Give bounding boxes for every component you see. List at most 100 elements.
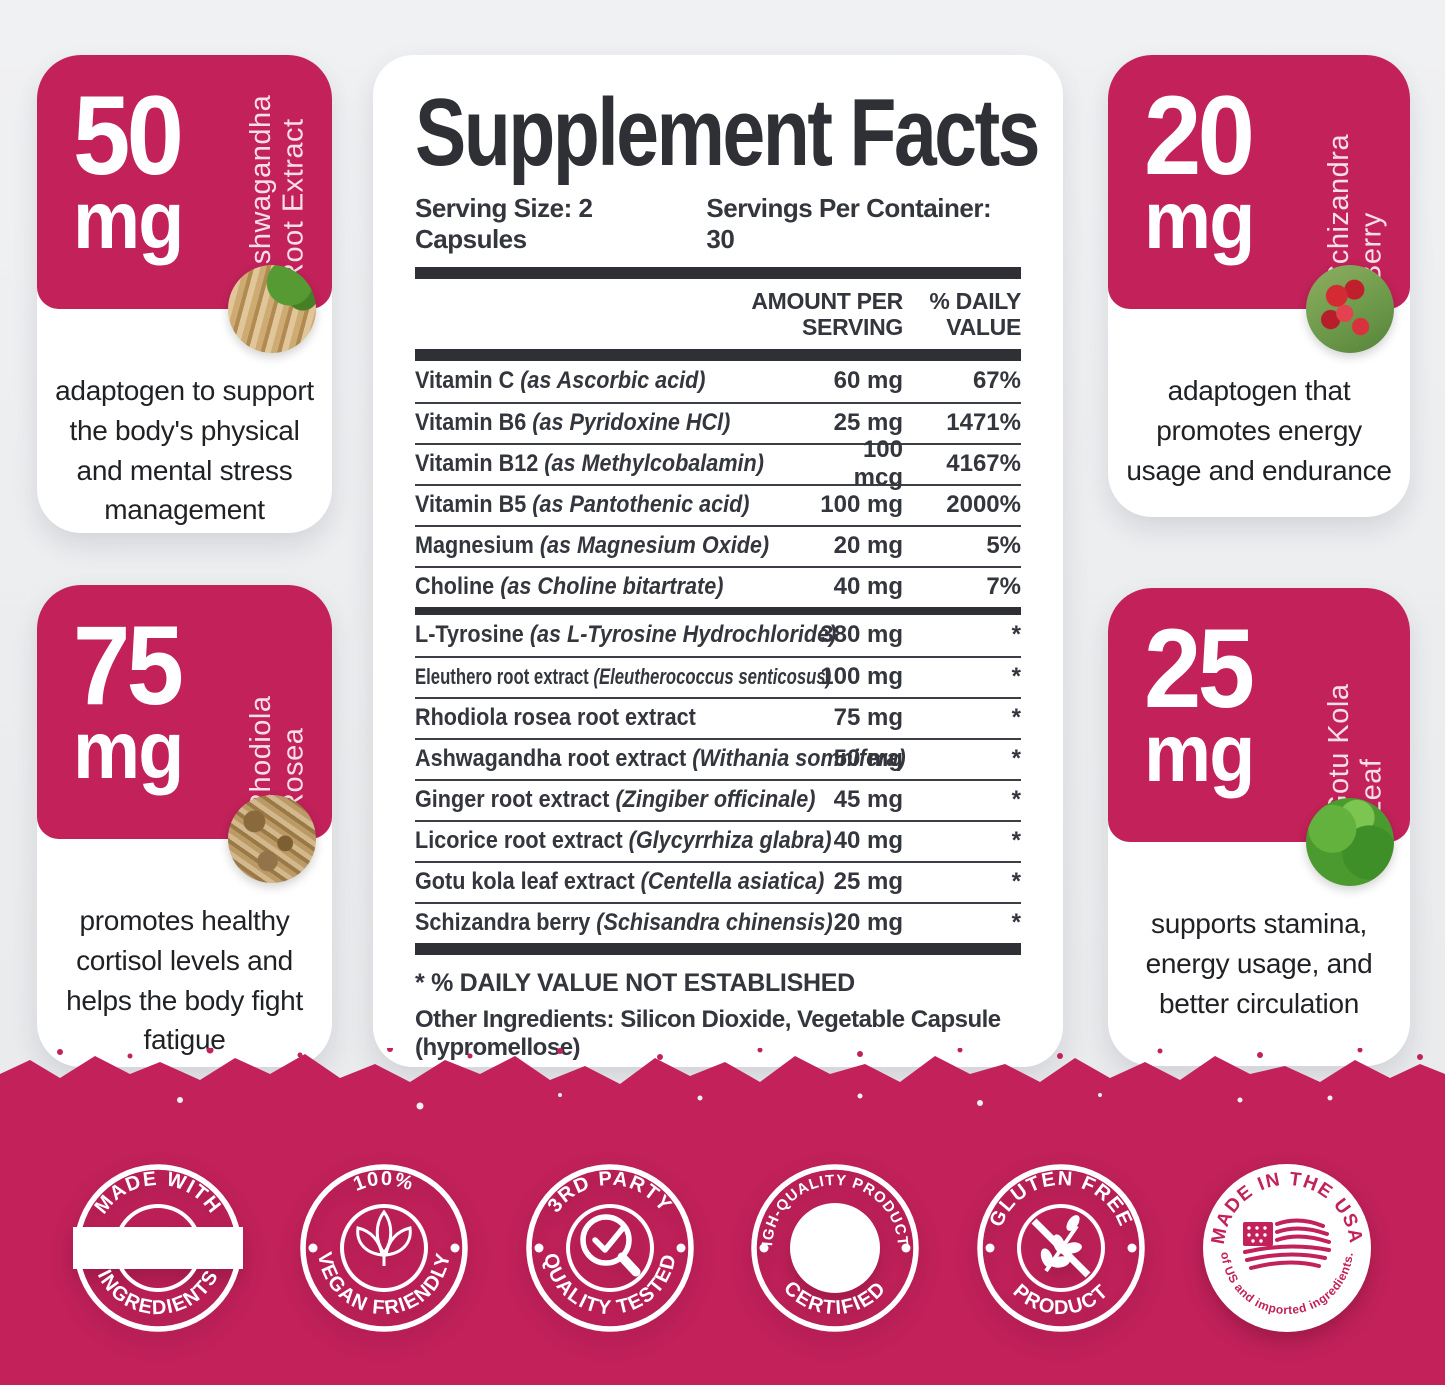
schizandra-berry-photo bbox=[1306, 265, 1394, 353]
ingredient-name-line: Ashwagandha bbox=[245, 94, 278, 284]
nutrient-name: Ginger root extract bbox=[415, 786, 610, 813]
table-row: Vitamin B5 (as Pantothenic acid) 100 mg … bbox=[415, 483, 1021, 525]
dose-unit: mg bbox=[73, 175, 184, 267]
nutrient-name: Rhodiola rosea root extract bbox=[415, 704, 696, 731]
dose-ashwagandha: 50 mg bbox=[73, 73, 192, 267]
gluten-free-badge: GLUTEN FREE PRODUCT bbox=[977, 1164, 1145, 1332]
table-row: Ashwagandha root extract (Withania somni… bbox=[415, 737, 1021, 779]
nutrient-source: (Zingiber officinale) bbox=[615, 786, 816, 813]
nutrient-daily-value: * bbox=[1011, 909, 1021, 936]
table-row: Vitamin B12 (as Methylcobalamin) 100 mcg… bbox=[415, 436, 1021, 491]
quality-tested-badge: 3RD PARTY QUALITY TESTED bbox=[525, 1164, 694, 1332]
nutrient-daily-value: * bbox=[1011, 868, 1021, 895]
nutrient-amount: 25 mg bbox=[833, 868, 903, 895]
nutrient-daily-value: * bbox=[1011, 827, 1021, 854]
dose-gotu-kola: 25 mg bbox=[1144, 606, 1263, 794]
dose-amount: 20 bbox=[1144, 73, 1255, 198]
bottom-band: NON GMO MADE WITH INGREDIENTS 100% VEGA bbox=[0, 1048, 1445, 1385]
table-row: Magnesium (as Magnesium Oxide) 20 mg 5% bbox=[415, 524, 1021, 566]
svg-text:PRODUCT: PRODUCT bbox=[1009, 1280, 1114, 1319]
nutrient-daily-value: 67% bbox=[972, 367, 1021, 394]
card-rhodiola: 75 mg Rhodiola Rosea promotes healthy co… bbox=[37, 585, 332, 1067]
servings-per-container: Servings Per Container: 30 bbox=[706, 193, 992, 254]
nutrient-source: (Eleutherococcus senticosus) bbox=[593, 664, 832, 689]
ingredient-name-vertical: Schizandra Berry bbox=[1323, 79, 1388, 284]
supplement-facts-panel: Supplement Facts Serving Size: 2 Capsule… bbox=[373, 55, 1063, 1067]
ingredient-name-line: Gotu Kola bbox=[1323, 683, 1356, 817]
card-ashwagandha-header: 50 mg Ashwagandha Root Extract bbox=[37, 55, 332, 309]
nutrient-daily-value: * bbox=[1011, 745, 1021, 772]
ingredient-name-vertical: Ashwagandha Root Extract bbox=[245, 79, 310, 284]
nutrient-name: Schizandra berry bbox=[415, 909, 591, 936]
nutrient-daily-value: * bbox=[1011, 621, 1021, 648]
rhodiola-root-photo bbox=[228, 795, 316, 883]
gotu-kola-leaf-photo bbox=[1306, 798, 1394, 886]
nutrient-source: (as Pantothenic acid) bbox=[532, 491, 750, 518]
nutrient-source: (as L-Tyrosine Hydrochloride) bbox=[529, 621, 837, 648]
table-row: Rhodiola rosea root extract 75 mg * bbox=[415, 696, 1021, 738]
nutrient-amount: 45 mg bbox=[833, 786, 903, 813]
nutrient-amount: 40 mg bbox=[833, 573, 903, 600]
gmp-certified-badge: GMP HIGH-QUALITY PRODUCTS CERTIFIED bbox=[747, 1160, 920, 1332]
nutrient-daily-value: 1471% bbox=[946, 409, 1021, 436]
wheat-crossed-icon bbox=[1031, 1215, 1091, 1278]
divider-medium bbox=[415, 606, 1021, 615]
svg-text:100%: 100% bbox=[350, 1168, 416, 1196]
ingredient-name-line: Schizandra bbox=[1323, 133, 1356, 284]
ingredient-name-line: Root Extract bbox=[277, 118, 310, 284]
dose-schizandra: 20 mg bbox=[1144, 73, 1263, 267]
nutrient-name: Vitamin B5 bbox=[415, 491, 527, 518]
nutrient-source: (Centella asiatica) bbox=[640, 868, 825, 895]
table-row: Schizandra berry (Schisandra chinensis) … bbox=[415, 901, 1021, 943]
column-header-daily-value: % DAILY VALUE bbox=[929, 288, 1021, 340]
magnifier-check-icon bbox=[579, 1214, 641, 1277]
nutrient-daily-value: 2000% bbox=[946, 491, 1021, 518]
divider-thick bbox=[415, 348, 1021, 361]
dose-unit: mg bbox=[1144, 175, 1255, 267]
table-row: Eleuthero root extract (Eleutherococcus … bbox=[415, 655, 1021, 697]
non-gmo-badge: NON GMO MADE WITH INGREDIENTS bbox=[71, 1164, 244, 1332]
made-in-usa-badge: MADE IN THE USA of US and imported ingre… bbox=[1202, 1164, 1371, 1332]
ingredient-description: supports stamina, energy usage, and bett… bbox=[1145, 908, 1373, 1019]
nutrient-source: (Schisandra chinensis) bbox=[596, 909, 833, 936]
table-row: Ginger root extract (Zingiber officinale… bbox=[415, 778, 1021, 820]
svg-text:NON GMO: NON GMO bbox=[71, 1228, 244, 1266]
nutrient-amount: 380 mg bbox=[820, 621, 903, 648]
ashwagandha-root-photo bbox=[228, 265, 316, 353]
nutrient-name: Choline bbox=[415, 573, 495, 600]
nutrient-name: Vitamin C bbox=[415, 367, 515, 394]
nutrient-name: Ashwagandha root extract bbox=[415, 745, 687, 772]
ingredient-name-vertical: Gotu Kola Leaf bbox=[1323, 612, 1388, 817]
vegan-friendly-badge: 100% VEGAN FRIENDLY bbox=[300, 1164, 468, 1332]
svg-text:3RD PARTY: 3RD PARTY bbox=[543, 1168, 676, 1217]
dose-amount: 50 bbox=[73, 73, 184, 198]
nutrient-name: Gotu kola leaf extract bbox=[415, 868, 635, 895]
card-ashwagandha: 50 mg Ashwagandha Root Extract adaptogen… bbox=[37, 55, 332, 533]
nutrient-daily-value: 5% bbox=[986, 532, 1021, 559]
serving-size: Serving Size: 2 Capsules bbox=[415, 193, 593, 254]
nutrient-amount: 40 mg bbox=[833, 827, 903, 854]
nutrient-amount: 100 mg bbox=[820, 491, 903, 518]
nutrient-name: L-Tyrosine bbox=[415, 621, 524, 648]
nutrient-amount: 100 mg bbox=[820, 663, 903, 690]
nutrient-name: Eleuthero root extract bbox=[415, 664, 589, 689]
certification-badges: NON GMO MADE WITH INGREDIENTS 100% VEGA bbox=[0, 1098, 1445, 1336]
dose-amount: 25 bbox=[1144, 606, 1255, 731]
nutrient-daily-value: 7% bbox=[986, 573, 1021, 600]
nutrient-amount: 100 mcg bbox=[853, 436, 903, 491]
nutrient-amount: 20 mg bbox=[833, 909, 903, 936]
table-row: Gotu kola leaf extract (Centella asiatic… bbox=[415, 860, 1021, 902]
nutrient-rows-vitamins: Vitamin C (as Ascorbic acid) 60 mg 67% V… bbox=[415, 361, 1021, 607]
nutrient-amount: 25 mg bbox=[833, 409, 903, 436]
column-header-amount: AMOUNT PER SERVING bbox=[751, 288, 903, 340]
ingredient-name-line: Rosea bbox=[277, 727, 310, 814]
ingredient-name-line: Berry bbox=[1355, 212, 1388, 284]
grunge-edge bbox=[0, 1048, 1445, 1138]
leaves-icon bbox=[356, 1209, 412, 1266]
nutrient-name: Vitamin B6 bbox=[415, 409, 527, 436]
nutrient-amount: 60 mg bbox=[833, 367, 903, 394]
dose-unit: mg bbox=[73, 705, 184, 797]
ingredient-description: adaptogen to support the body's physical… bbox=[55, 375, 314, 526]
svg-text:GLUTEN FREE: GLUTEN FREE bbox=[986, 1168, 1137, 1231]
